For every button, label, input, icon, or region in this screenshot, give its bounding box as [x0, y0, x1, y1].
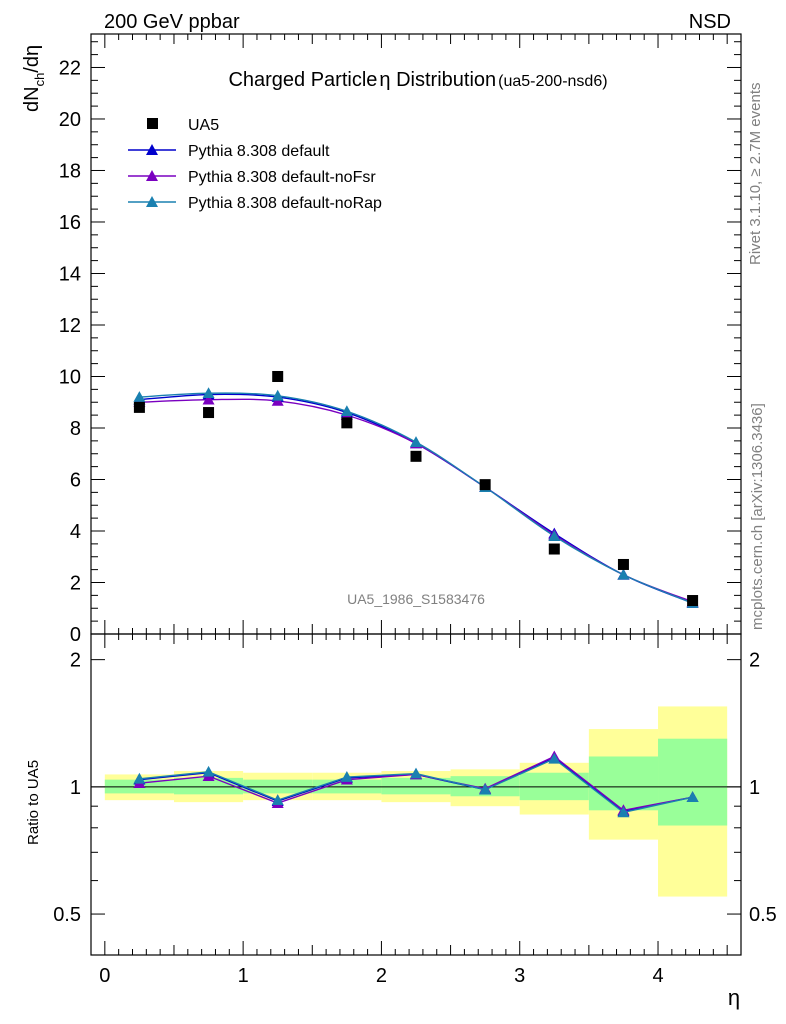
ratio-xtick-label: 2	[376, 965, 387, 987]
ratio-marker	[410, 767, 422, 779]
data-marker	[687, 595, 699, 607]
data-marker	[617, 558, 629, 570]
legend-label-ua5: UA5	[188, 117, 219, 134]
mc-marker	[271, 389, 284, 401]
header-left: 200 GeV ppbar	[104, 11, 240, 33]
ratio-ytick-label: 0.5	[53, 904, 81, 926]
data-marker	[272, 370, 284, 382]
ratio-panel: 0.5 0.5 1 1 2 2 0 1 2 3 4 Ratio to UA5 η	[25, 633, 777, 1010]
main-ytick-label: 14	[59, 263, 81, 285]
ratio-marker	[340, 771, 353, 782]
main-ytick-label: 16	[59, 212, 81, 234]
mcplots-label: mcplots.cern.ch [arXiv:1306.3436]	[749, 403, 766, 630]
ratio-marker	[202, 765, 215, 777]
main-ytick-label: 8	[70, 418, 81, 440]
legend-label-norap: Pythia 8.308 default-noRap	[188, 195, 382, 212]
data-marker	[341, 417, 353, 429]
ratio-marker	[133, 772, 146, 784]
mc-curve	[139, 392, 693, 604]
band-green	[658, 738, 728, 826]
mc-curve	[139, 398, 693, 603]
main-ytick-label: 10	[59, 366, 81, 388]
mc-marker	[617, 568, 630, 580]
ratio-marker	[617, 806, 630, 818]
data-marker	[133, 401, 145, 413]
band-green	[381, 777, 451, 795]
band-green	[173, 777, 244, 795]
main-ytick-label: 12	[59, 315, 81, 337]
main-ytick-label: 6	[70, 469, 81, 491]
main-ytick-label: 2	[70, 572, 81, 594]
x-axis-label: η	[728, 985, 740, 1010]
legend-marker-ua5	[147, 118, 158, 129]
main-markers	[133, 370, 699, 608]
main-ytick-labels: 0 2 4 6 8 10 12 14 16 18 20 22	[59, 57, 81, 646]
analysis-tag: UA5_1986_S1583476	[347, 591, 485, 607]
ratio-marker	[271, 794, 284, 805]
data-marker	[410, 450, 422, 462]
ratio-marker	[548, 752, 561, 764]
mc-curve	[139, 393, 693, 604]
data-marker	[479, 479, 491, 491]
legend-marker-norap	[146, 196, 158, 207]
mc-marker	[340, 405, 353, 417]
legend-marker-nofsr	[146, 170, 158, 181]
ratio-ytick-label-right: 0.5	[749, 904, 777, 926]
ratio-xtick-label: 1	[238, 965, 249, 987]
legend-label-nofsr: Pythia 8.308 default-noFsr	[188, 169, 376, 186]
rivet-version-label: Rivet 3.1.10, ≥ 2.7M events	[747, 83, 764, 266]
main-ytick-label: 20	[59, 109, 81, 131]
ratio-tick-labels: 0.5 0.5 1 1 2 2 0 1 2 3 4	[53, 650, 777, 987]
main-ytick-label: 0	[70, 624, 81, 646]
legend: UA5 Pythia 8.308 default Pythia 8.308 de…	[128, 117, 382, 212]
ratio-frame	[90, 633, 742, 956]
ratio-xtick-label: 0	[99, 965, 110, 987]
mc-marker	[548, 530, 561, 541]
ratio-ylabel: Ratio to UA5	[25, 760, 42, 845]
chart-title: Charged Particle η Distribution (ua5-200-n…	[228, 69, 607, 91]
band-green	[588, 756, 659, 811]
main-curves	[139, 392, 693, 604]
legend-marker-default	[146, 144, 158, 155]
mc-marker	[133, 391, 146, 402]
ratio-ytick-label: 1	[70, 777, 81, 799]
data-marker	[203, 407, 215, 419]
ratio-uncertainty-bands	[104, 706, 728, 897]
main-ytick-label: 18	[59, 160, 81, 182]
data-marker	[548, 543, 560, 555]
main-panel: 0 2 4 6 8 10 12 14 16 18 20 22 Charged Particle η Di…	[21, 33, 742, 646]
mc-marker	[202, 393, 215, 405]
main-ytick-label: 4	[70, 521, 81, 543]
ratio-xtick-label: 3	[514, 965, 525, 987]
ratio-marker	[479, 783, 492, 795]
mc-marker	[410, 436, 422, 447]
ratio-curves	[133, 750, 699, 818]
header-right: NSD	[689, 11, 731, 33]
ratio-ytick-label-right: 2	[749, 650, 760, 672]
ratio-ytick-label-right: 1	[749, 777, 760, 799]
main-ylabel: dNch/dη	[21, 45, 47, 112]
ratio-axis-ticks	[91, 634, 741, 956]
ratio-marker	[686, 791, 699, 803]
ratio-ytick-label: 2	[70, 650, 81, 672]
ratio-xtick-label: 4	[652, 965, 663, 987]
legend-label-default: Pythia 8.308 default	[188, 143, 330, 160]
main-ytick-label: 22	[59, 57, 81, 79]
main-axis-ticks	[91, 34, 741, 635]
mc-marker	[202, 387, 215, 399]
